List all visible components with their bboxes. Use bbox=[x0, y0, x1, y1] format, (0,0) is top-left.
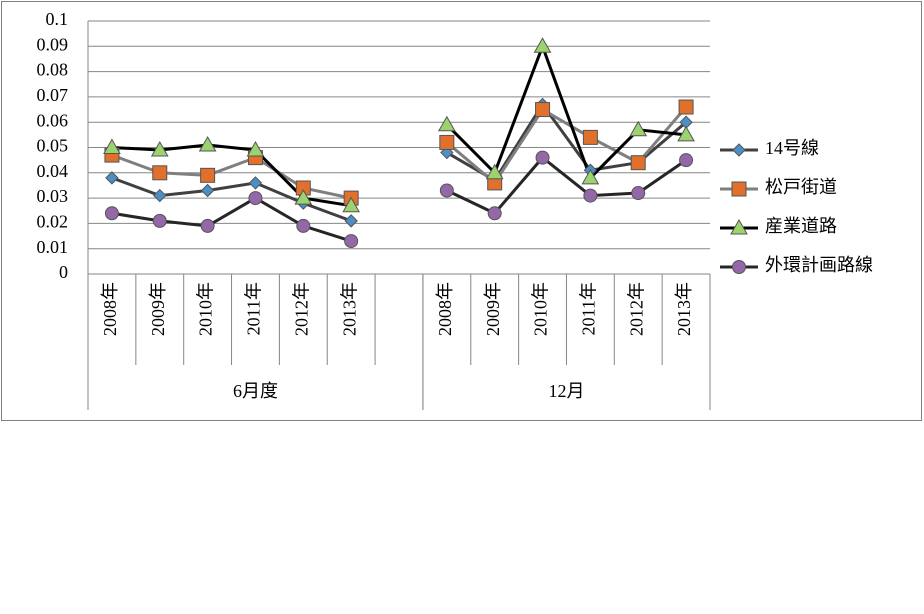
marker bbox=[437, 115, 456, 132]
marker bbox=[152, 213, 167, 228]
series-line bbox=[111, 106, 688, 200]
y-tick-label: 0.01 bbox=[37, 237, 69, 257]
marker bbox=[677, 125, 695, 142]
y-tick-label: 0.09 bbox=[37, 34, 69, 54]
marker bbox=[535, 150, 550, 165]
marker bbox=[200, 167, 216, 183]
legend-label: 外環計画路線 bbox=[765, 255, 873, 275]
y-tick-label: 0 bbox=[59, 262, 68, 282]
marker bbox=[104, 206, 119, 221]
marker bbox=[200, 218, 215, 233]
marker bbox=[342, 196, 361, 213]
marker bbox=[485, 163, 504, 180]
marker bbox=[198, 135, 217, 152]
x-tick-label: 2008年 bbox=[100, 282, 120, 336]
marker bbox=[582, 129, 598, 145]
marker bbox=[152, 165, 168, 181]
marker bbox=[439, 183, 454, 198]
marker bbox=[581, 168, 600, 185]
group-label: 6月度 bbox=[233, 381, 278, 401]
x-tick-label: 2010年 bbox=[531, 282, 551, 336]
x-tick-label: 2009年 bbox=[148, 282, 168, 336]
x-tick-label: 2013年 bbox=[339, 282, 359, 336]
y-tick-label: 0.02 bbox=[37, 212, 69, 232]
marker bbox=[629, 120, 648, 137]
marker bbox=[246, 141, 265, 157]
y-tick-label: 0.05 bbox=[37, 136, 69, 156]
x-tick-label: 2011年 bbox=[579, 282, 599, 335]
marker bbox=[631, 186, 646, 201]
legend-label: 産業道路 bbox=[765, 216, 837, 236]
legend-marker bbox=[730, 218, 748, 235]
marker bbox=[344, 214, 358, 228]
marker bbox=[630, 155, 646, 171]
marker bbox=[487, 206, 502, 221]
y-tick-label: 0.04 bbox=[37, 161, 69, 181]
marker bbox=[583, 188, 598, 203]
y-tick-label: 0.1 bbox=[46, 9, 69, 29]
series-line bbox=[111, 155, 687, 243]
y-tick-label: 0.08 bbox=[37, 60, 69, 80]
marker bbox=[296, 218, 311, 233]
marker bbox=[439, 134, 455, 150]
chart-border bbox=[1, 1, 922, 421]
group-label: 12月 bbox=[548, 381, 584, 401]
legend-marker bbox=[732, 143, 746, 157]
x-tick-label: 2011年 bbox=[244, 282, 264, 335]
series-line bbox=[111, 41, 687, 208]
legend-label: 松戸街道 bbox=[765, 177, 837, 197]
x-tick-label: 2012年 bbox=[626, 282, 646, 336]
x-tick-label: 2012年 bbox=[291, 282, 311, 336]
marker bbox=[535, 102, 551, 118]
y-tick-label: 0.03 bbox=[37, 186, 69, 206]
marker bbox=[344, 234, 359, 249]
marker bbox=[153, 188, 167, 203]
legend-marker bbox=[731, 181, 747, 197]
x-tick-label: 2013年 bbox=[674, 282, 694, 336]
marker bbox=[679, 153, 694, 168]
y-tick-label: 0.07 bbox=[37, 85, 69, 105]
legend-marker bbox=[732, 260, 746, 274]
marker bbox=[248, 176, 263, 190]
marker bbox=[200, 183, 215, 198]
marker bbox=[678, 99, 694, 115]
marker bbox=[105, 171, 119, 185]
marker bbox=[103, 138, 121, 154]
marker bbox=[294, 189, 313, 205]
x-tick-label: 2010年 bbox=[196, 282, 216, 336]
x-tick-label: 2008年 bbox=[435, 282, 455, 336]
legend-label: 14号線 bbox=[765, 138, 819, 158]
y-tick-label: 0.06 bbox=[37, 110, 69, 130]
x-tick-label: 2009年 bbox=[483, 282, 503, 336]
marker bbox=[150, 141, 169, 157]
marker bbox=[248, 191, 263, 206]
marker bbox=[533, 37, 552, 53]
